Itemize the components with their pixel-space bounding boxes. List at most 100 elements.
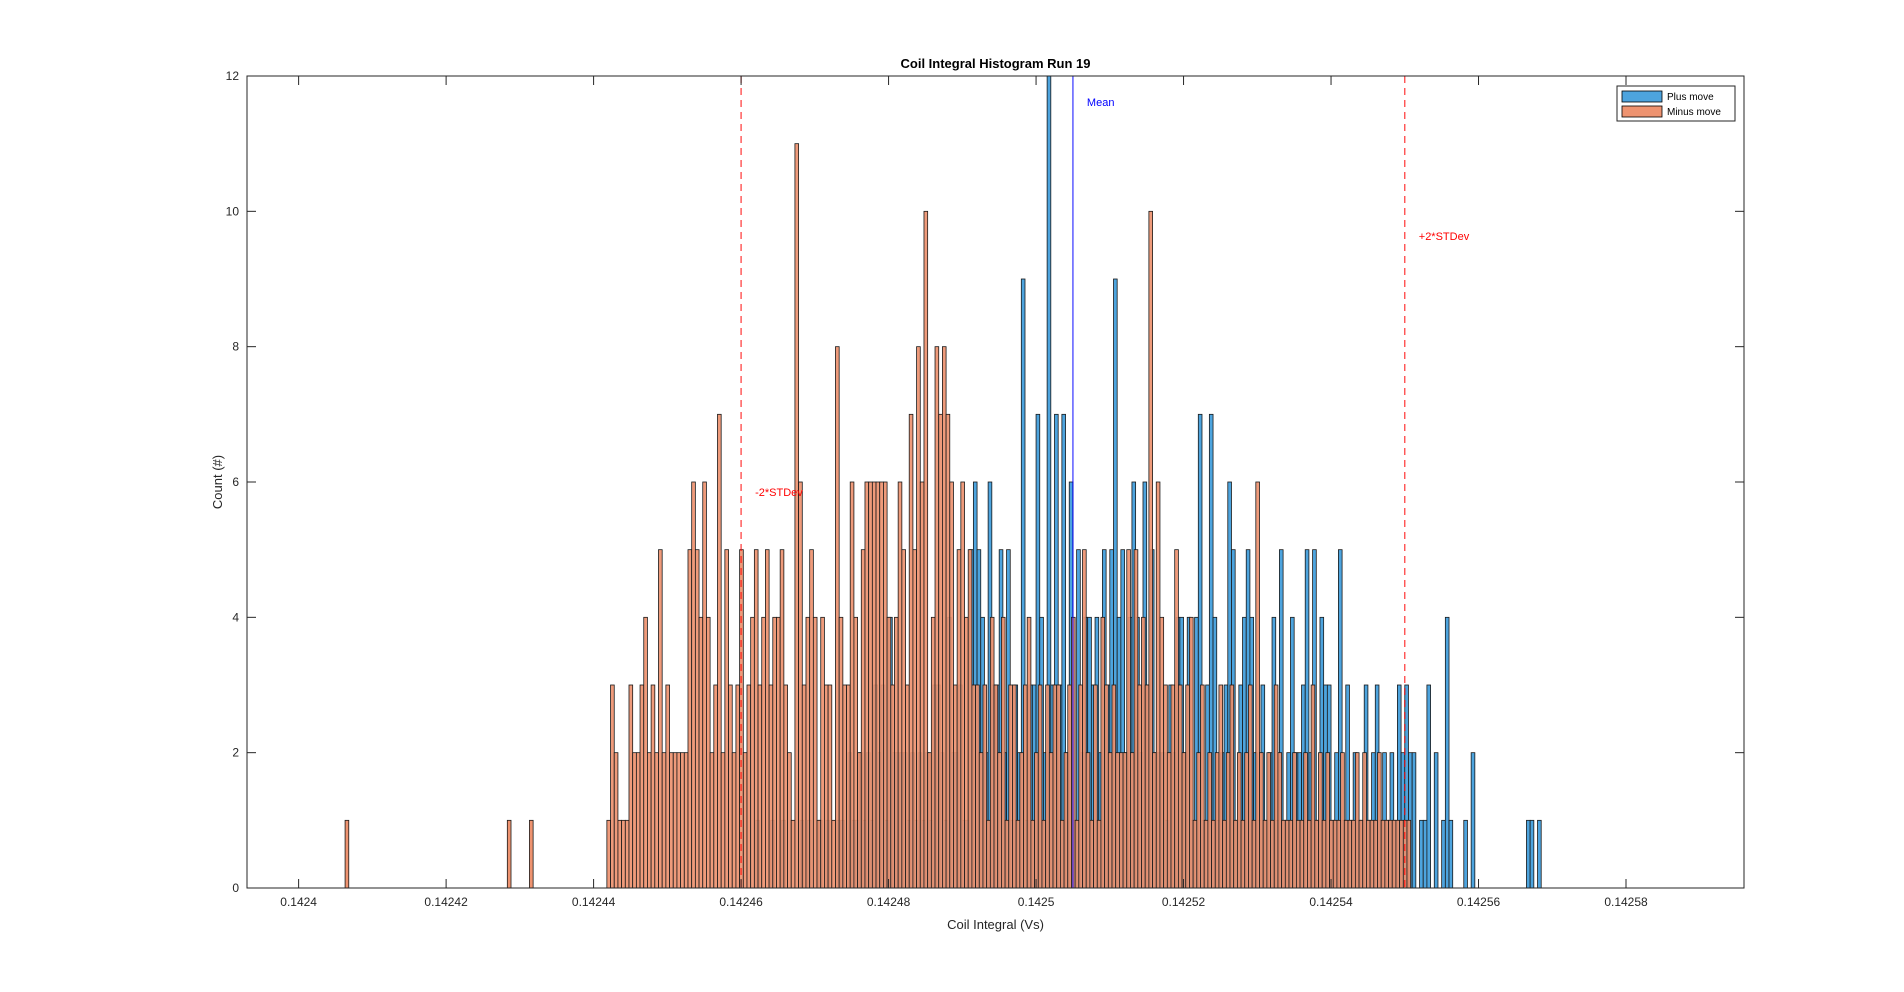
histogram-bar [702, 481, 707, 889]
histogram-bar [1001, 616, 1006, 889]
histogram-bar [1314, 819, 1319, 889]
histogram-bar [776, 616, 781, 889]
histogram-bar [938, 413, 943, 889]
histogram-bar [1082, 549, 1087, 889]
y-tick-label: 0 [232, 881, 239, 895]
histogram-bar [1059, 819, 1065, 889]
histogram-bar [905, 684, 910, 889]
histogram-bar [927, 752, 932, 889]
histogram-bar [1166, 752, 1172, 889]
histogram-bar [838, 616, 844, 889]
histogram-bar [1310, 684, 1316, 889]
y-tick-label: 2 [232, 746, 239, 760]
x-tick-label: 0.14258 [1604, 895, 1648, 909]
histogram-bar [635, 752, 641, 889]
histogram-bar [1152, 752, 1157, 889]
histogram-bar [1373, 819, 1378, 889]
histogram-bar [860, 549, 866, 889]
histogram-bar [805, 616, 811, 889]
histogram-bar [1325, 752, 1330, 889]
histogram-bar [1056, 684, 1061, 889]
histogram-bar [1399, 819, 1404, 889]
histogram-bar [683, 752, 689, 889]
histogram-bar [1284, 819, 1290, 889]
histogram-bar [1526, 819, 1531, 889]
histogram-bar [728, 684, 733, 889]
histogram-bar [964, 616, 969, 889]
histogram-bar [942, 346, 947, 889]
histogram-bar [1041, 819, 1047, 889]
histogram-bar [1034, 752, 1039, 889]
histogram-bar [680, 752, 685, 889]
histogram-bar [1362, 752, 1367, 889]
histogram-bar [1122, 752, 1128, 889]
histogram-bar [1318, 752, 1323, 889]
histogram-bar [1244, 752, 1249, 889]
y-tick-label: 4 [232, 610, 239, 624]
histogram-bar [956, 549, 962, 889]
bars-layer [344, 75, 1542, 889]
histogram-bar [731, 752, 737, 889]
histogram-bar [735, 684, 741, 889]
histogram-bar [768, 684, 774, 889]
histogram-bar [790, 819, 796, 889]
histogram-bar [1218, 684, 1224, 889]
histogram-bar [1037, 684, 1043, 889]
histogram-bar [1074, 819, 1080, 889]
histogram-bar [1303, 752, 1308, 889]
histogram-bar [1329, 819, 1334, 889]
histogram-bar [613, 752, 619, 889]
legend-label-plus-move: Plus move [1667, 92, 1714, 103]
histogram-bar [1292, 752, 1297, 889]
histogram-bar [1537, 819, 1542, 889]
histogram-bar [1107, 752, 1113, 889]
histogram-bar [669, 752, 674, 889]
histogram-bar [1351, 819, 1356, 889]
legend[interactable]: Plus move Minus move [1616, 85, 1736, 122]
histogram-bar [1391, 819, 1397, 889]
histogram-bar [628, 684, 634, 889]
histogram-bar [1281, 819, 1286, 889]
histogram-bar [824, 684, 829, 889]
histogram-bar [658, 549, 663, 889]
histogram-bar [1406, 819, 1412, 889]
histogram-bar [1422, 819, 1428, 889]
histogram-bar [890, 684, 895, 889]
histogram-bar [849, 481, 855, 889]
histogram-bar [1144, 684, 1150, 889]
x-tick-label: 0.14256 [1457, 895, 1501, 909]
histogram-bar [676, 752, 682, 889]
histogram-bar [908, 413, 914, 889]
histogram-bar [960, 481, 965, 889]
histogram-bar [835, 346, 840, 889]
histogram-bar [1251, 819, 1257, 889]
histogram-bar [1321, 819, 1327, 889]
histogram-bar [624, 819, 630, 889]
histogram-bar [672, 752, 678, 889]
histogram-bar [827, 684, 833, 889]
x-tick-label: 0.1425 [1018, 895, 1055, 909]
histogram-bar [912, 549, 917, 889]
histogram-bar [1395, 819, 1401, 889]
x-tick-label: 0.1424 [280, 895, 317, 909]
histogram-bar [1307, 819, 1312, 889]
histogram-bar [783, 684, 788, 889]
histogram-bar [930, 616, 936, 889]
histogram-bar [919, 481, 925, 889]
ticks-layer: 0.1424 0.14242 0.14244 0.14246 0.14248 0.1425… [226, 69, 1744, 909]
histogram-bar [1433, 752, 1439, 889]
histogram-bar [842, 684, 847, 889]
x-tick-label: 0.14244 [572, 895, 616, 909]
histogram-bar [750, 616, 755, 889]
histogram-bar [1045, 684, 1050, 889]
histogram-bar [820, 616, 825, 889]
histogram-bar [632, 752, 637, 889]
reference-line-label: Mean [1087, 97, 1115, 109]
histogram-bar [864, 481, 870, 889]
histogram-bar [1295, 819, 1301, 889]
histogram-bar [506, 819, 512, 889]
x-tick-label: 0.14254 [1309, 895, 1353, 909]
histogram-bar [1380, 819, 1386, 889]
histogram-bar [1388, 819, 1393, 889]
